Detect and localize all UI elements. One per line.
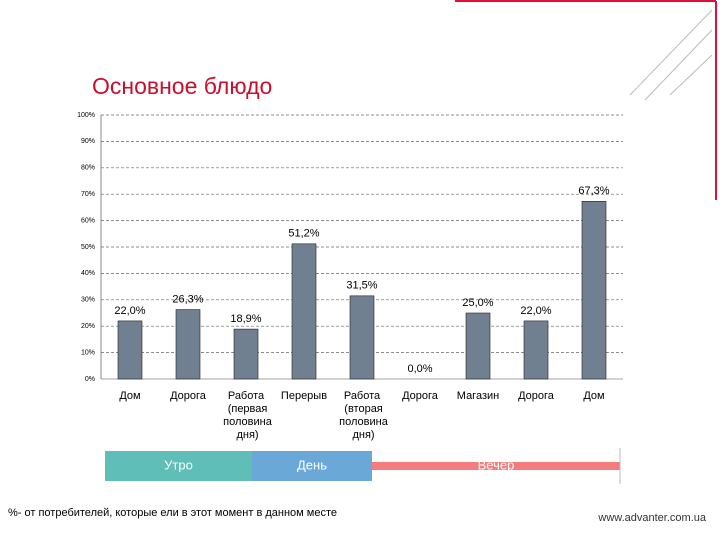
- y-tick-label: 100%: [77, 112, 95, 119]
- value-label: 22,0%: [114, 305, 145, 317]
- value-label: 18,9%: [230, 313, 261, 325]
- timeline-label: Утро: [164, 457, 193, 472]
- value-label: 31,5%: [346, 280, 377, 292]
- value-label: 51,2%: [288, 228, 319, 240]
- y-tick-label: 30%: [81, 297, 95, 304]
- bar: [291, 243, 317, 380]
- bar: [117, 320, 143, 380]
- x-tick-label: Дорога: [170, 390, 207, 402]
- y-tick-label: 90%: [81, 138, 95, 145]
- x-tick-label: Перерыв: [281, 390, 327, 402]
- x-tick-label: Работа (вторая половина дня): [336, 390, 389, 441]
- y-tick-label: 70%: [81, 191, 95, 198]
- x-tick-label: Магазин: [457, 390, 499, 402]
- bar: [175, 309, 201, 380]
- x-tick-label: Дом: [583, 390, 604, 402]
- value-label: 25,0%: [462, 297, 493, 309]
- timeline-label: Вечер: [478, 457, 515, 472]
- y-tick-label: 60%: [81, 217, 95, 224]
- chart-title: Основное блюдо: [92, 73, 272, 99]
- timeline-label: День: [297, 457, 327, 472]
- y-tick-label: 10%: [81, 349, 95, 356]
- value-label: 67,3%: [578, 185, 609, 197]
- bar: [465, 312, 491, 380]
- decor-lines: [629, 9, 713, 101]
- bar: [581, 201, 607, 380]
- bar: [349, 295, 375, 380]
- x-tick-label: Дорога: [518, 390, 555, 402]
- y-tick-label: 50%: [81, 244, 95, 251]
- x-tick-label: Дорога: [402, 390, 439, 402]
- bar: [523, 320, 549, 380]
- website: www.advanter.com.ua: [597, 512, 706, 524]
- value-label: 0,0%: [407, 363, 432, 375]
- x-tick-label: Работа (первая половина дня): [220, 390, 273, 441]
- bar: [233, 328, 259, 380]
- value-label: 26,3%: [172, 293, 203, 305]
- y-tick-label: 20%: [81, 323, 95, 330]
- y-tick-label: 0%: [85, 376, 95, 383]
- timeline-segment: [372, 462, 620, 470]
- timeline-segment: [252, 451, 372, 481]
- timeline-segment: [105, 451, 252, 481]
- footnote: %- от потребителей, которые ели в этот м…: [8, 507, 337, 519]
- value-label: 22,0%: [520, 305, 551, 317]
- x-tick-label: Дом: [119, 390, 140, 402]
- y-tick-label: 40%: [81, 270, 95, 277]
- y-tick-label: 80%: [81, 165, 95, 172]
